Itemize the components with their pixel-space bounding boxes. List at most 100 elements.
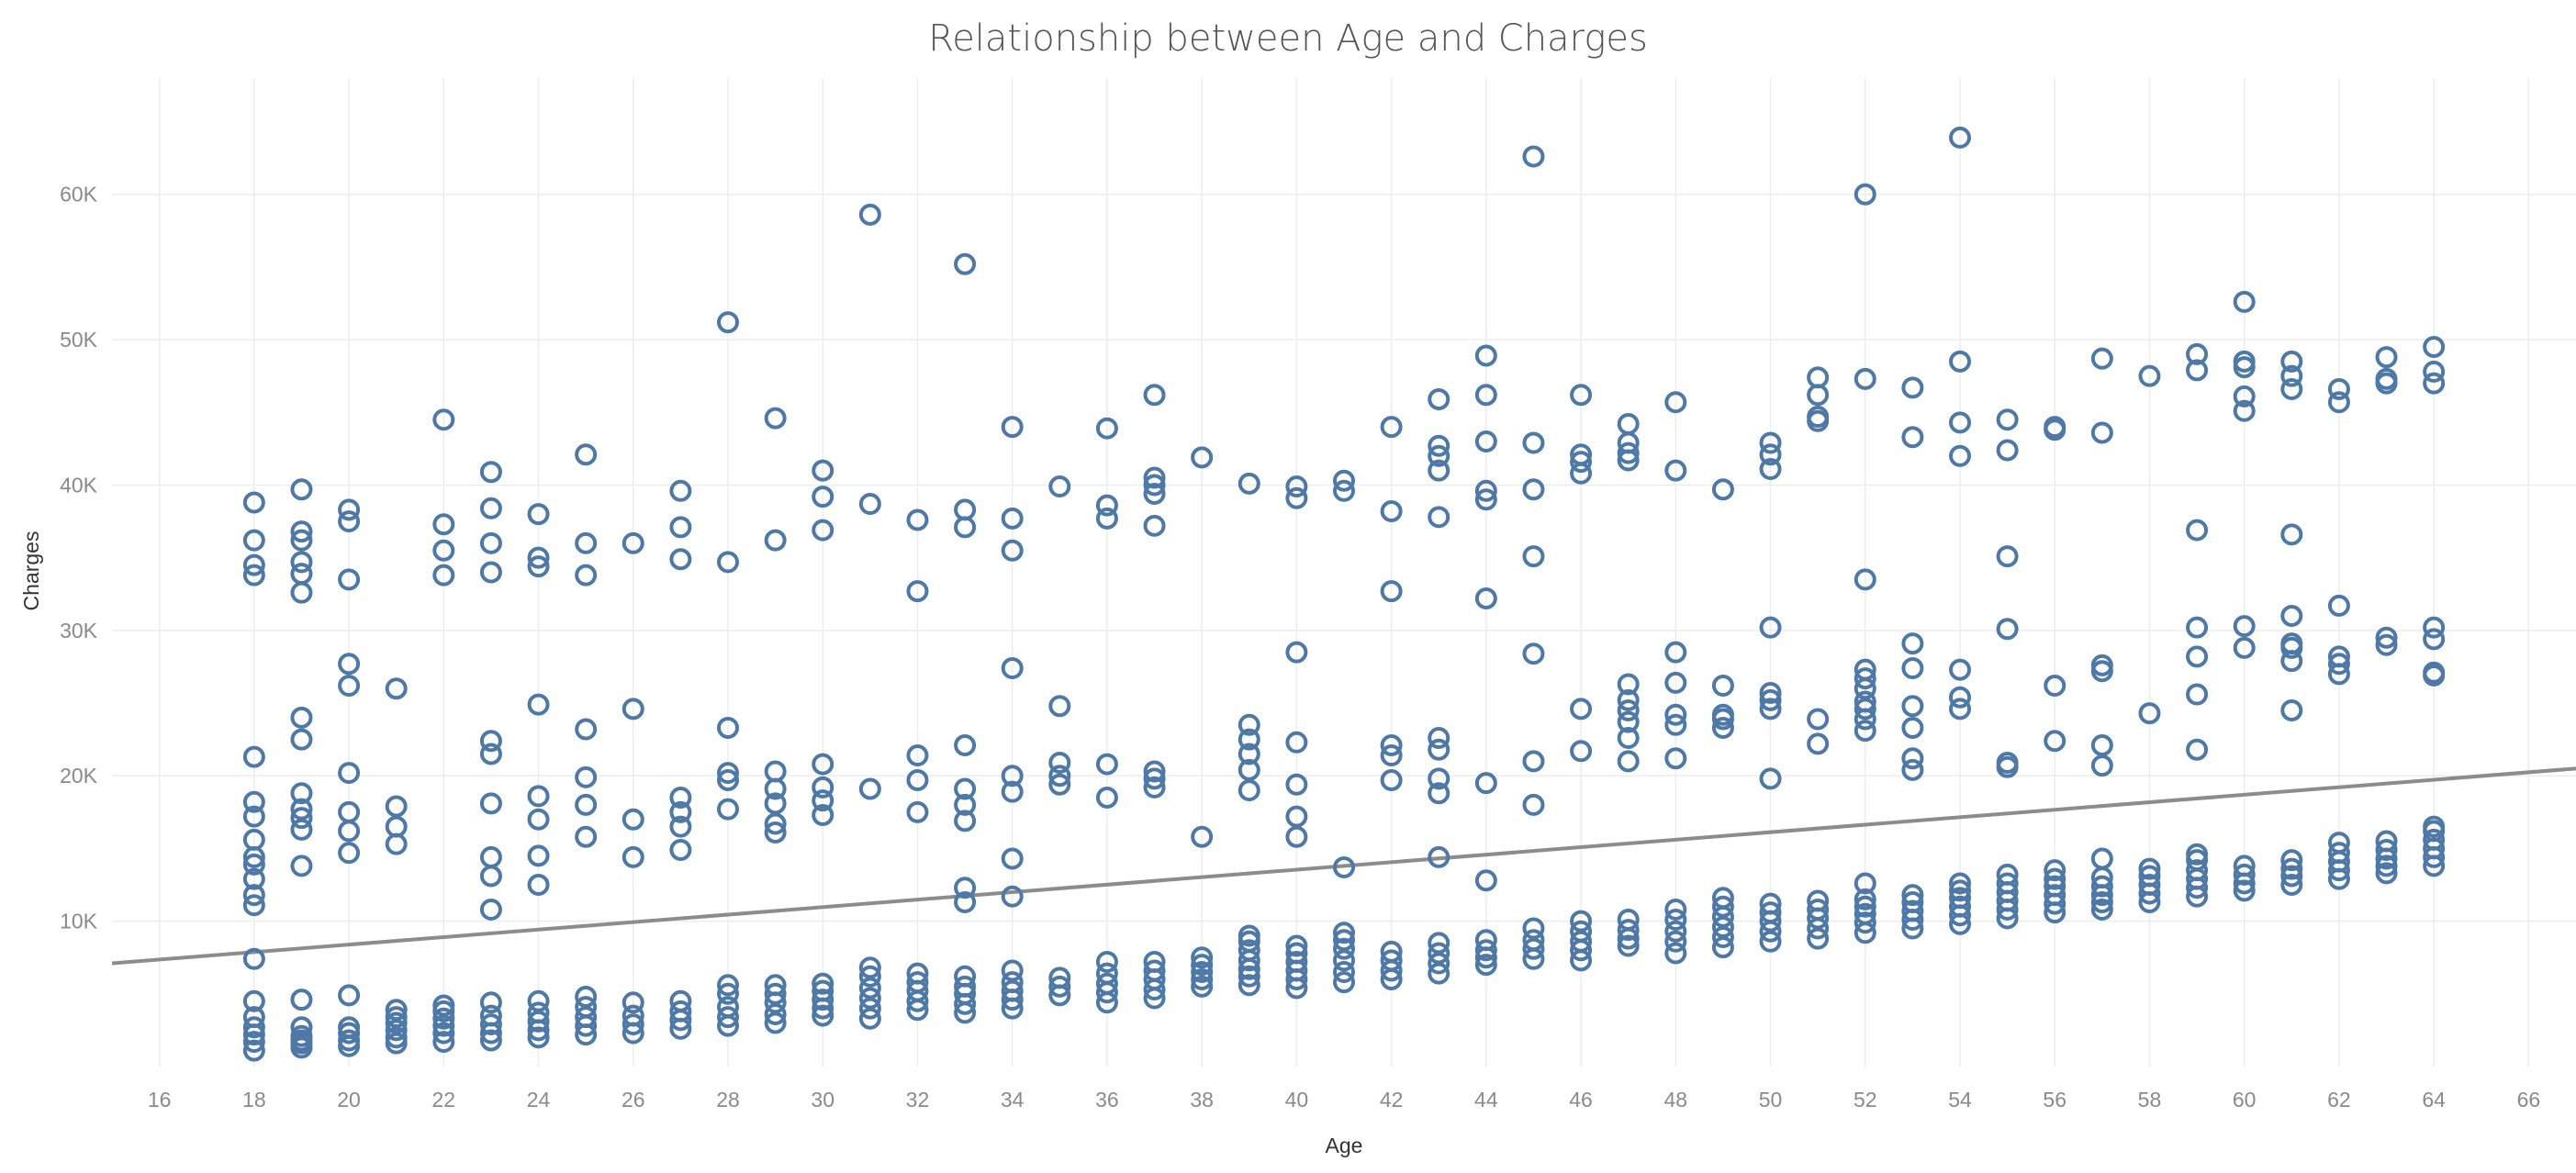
data-point [1570,698,1593,721]
y-tick-label: 30K [60,619,98,642]
data-point [479,743,502,765]
data-point [1759,698,1782,721]
data-point [242,867,265,890]
data-point [1617,688,1640,711]
data-point [575,996,598,1019]
x-tick-label: 26 [622,1088,645,1112]
data-point [242,790,265,813]
data-point [2280,377,2303,400]
data-point [1238,924,1260,947]
data-point [242,491,265,514]
data-point [717,974,739,997]
data-point [1996,751,2019,774]
data-point [1001,416,1024,439]
x-tick-label: 60 [2233,1088,2257,1112]
data-point [1664,703,1687,726]
data-point [1617,710,1640,733]
data-point [2138,865,2161,888]
data-point [1143,767,1166,790]
data-point [1001,657,1024,680]
data-point [1191,825,1214,848]
data-point [622,531,644,554]
data-point [242,745,265,768]
data-point [2233,855,2256,877]
data-point [858,1007,881,1030]
data-point [954,252,977,275]
x-tick-label: 38 [1190,1088,1214,1112]
data-point [479,991,502,1014]
data-point [2423,628,2446,651]
data-point [1285,731,1308,754]
data-point [812,972,834,995]
data-point [1238,743,1260,765]
data-point [1711,478,1734,501]
data-point [527,844,550,867]
data-point [290,563,313,586]
data-point [2280,857,2303,880]
data-point [1711,915,1734,938]
data-point [432,1022,455,1045]
data-point [1522,642,1545,665]
data-point [906,971,929,994]
data-point [2280,874,2303,897]
data-point [1664,641,1687,664]
data-point [1285,641,1308,664]
data-point [385,999,408,1022]
data-point [1428,506,1450,529]
data-point [2186,843,2209,866]
data-point [527,693,550,716]
data-point [338,762,361,785]
data-point [1664,747,1687,770]
data-point [1333,937,1355,960]
data-point [1238,728,1260,751]
data-point [1191,975,1214,998]
x-tick-label: 36 [1095,1088,1119,1112]
data-point [2090,847,2113,870]
data-point [1807,889,1830,912]
data-point [1474,772,1497,795]
data-point [622,991,644,1014]
data-point [954,965,977,988]
data-point [385,832,408,855]
data-point [1285,773,1308,796]
data-point [954,777,977,800]
data-point [717,996,739,1019]
data-point [1238,779,1260,802]
data-point [1285,805,1308,828]
data-point [1333,856,1355,879]
x-tick-label: 32 [906,1088,930,1112]
data-point [2233,879,2256,902]
data-point [1807,384,1830,407]
data-point [1901,426,1924,449]
data-point [1285,942,1308,965]
data-point [717,762,739,785]
data-point [2090,421,2113,444]
data-point [290,520,313,543]
data-point [1854,872,1876,895]
data-point [1949,444,1971,467]
data-point [812,979,834,1002]
x-tick-label: 22 [432,1088,456,1112]
data-point [858,997,881,1020]
data-point [1001,979,1024,1002]
data-point [622,698,644,721]
data-point [1759,892,1782,915]
x-tick-label: 64 [2422,1088,2446,1112]
data-point [1617,934,1640,957]
data-point [242,884,265,907]
data-point [479,497,502,519]
data-point [242,1039,265,1062]
data-point [1854,720,1876,743]
data-point [242,828,265,851]
data-point [338,1029,361,1052]
x-tick-label: 18 [242,1088,266,1112]
data-point [575,443,598,466]
data-point [1238,472,1260,495]
data-point [479,1029,502,1052]
data-point [2280,865,2303,888]
data-point [432,1014,455,1037]
data-point [1143,760,1166,783]
data-point [575,793,598,816]
data-point [1949,879,1971,902]
x-axis-title: Age [1326,1134,1363,1157]
